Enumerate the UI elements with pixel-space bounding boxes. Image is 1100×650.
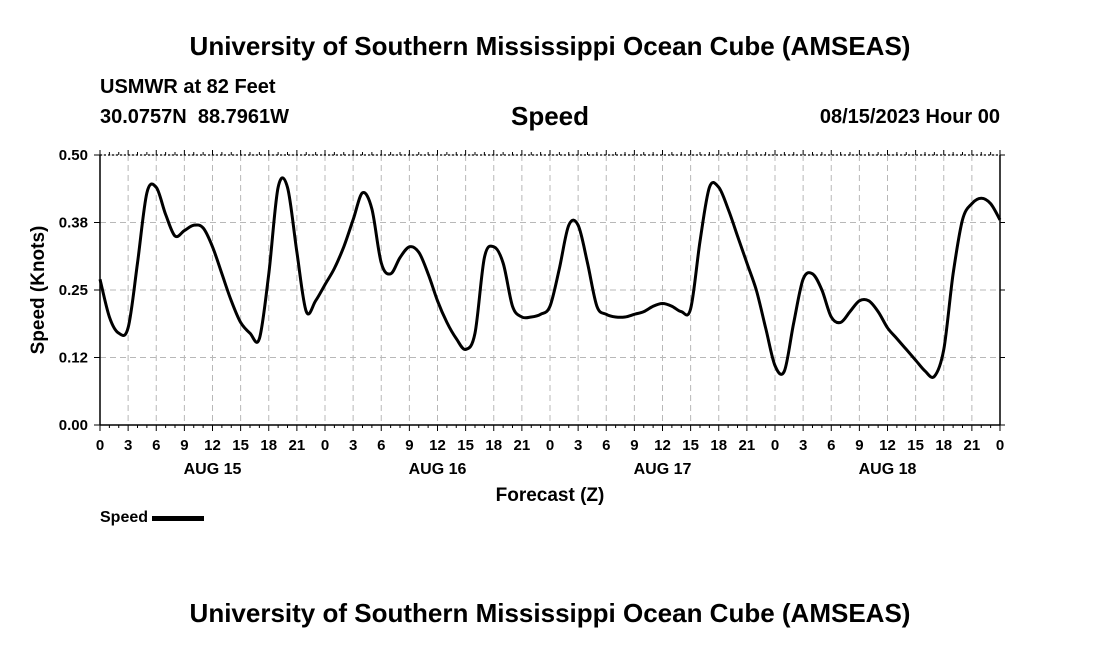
y-tick-label: 0.25 bbox=[59, 282, 88, 299]
x-tick-label: 0 bbox=[996, 437, 1004, 454]
x-tick-label: 9 bbox=[630, 437, 638, 454]
legend: Speed bbox=[100, 509, 205, 527]
x-tick-label: 12 bbox=[654, 437, 671, 454]
chart-title-bottom: University of Southern Mississippi Ocean… bbox=[189, 598, 911, 628]
y-tick-label: 0.50 bbox=[59, 147, 88, 164]
x-tick-label: 0 bbox=[321, 437, 329, 454]
variable-title: Speed bbox=[510, 101, 590, 131]
forecast-datetime: 08/15/2023 Hour 00 bbox=[819, 106, 1000, 128]
legend-line-swatch bbox=[152, 515, 205, 521]
x-tick-label: 18 bbox=[485, 437, 502, 454]
y-tick-label: 0.38 bbox=[59, 215, 88, 232]
x-tick-label: 21 bbox=[514, 437, 531, 454]
x-tick-label: 18 bbox=[260, 437, 277, 454]
x-tick-label: 6 bbox=[602, 437, 610, 454]
x-tick-label: 15 bbox=[907, 437, 924, 454]
x-tick-label: 9 bbox=[405, 437, 413, 454]
x-tick-label: 12 bbox=[429, 437, 446, 454]
chart-title-top: University of Southern Mississippi Ocean… bbox=[189, 31, 911, 61]
x-tick-label: 21 bbox=[739, 437, 756, 454]
x-tick-label: 15 bbox=[232, 437, 249, 454]
x-day-label: AUG 18 bbox=[859, 461, 917, 478]
x-axis-label: Forecast (Z) bbox=[496, 485, 605, 506]
series-line-speed bbox=[98, 176, 1002, 379]
x-day-label: AUG 17 bbox=[634, 461, 692, 478]
x-tick-label: 18 bbox=[935, 437, 952, 454]
x-tick-label: 3 bbox=[799, 437, 807, 454]
x-tick-label: 15 bbox=[682, 437, 699, 454]
x-tick-label: 0 bbox=[771, 437, 779, 454]
x-tick-label: 12 bbox=[879, 437, 896, 454]
x-tick-label: 6 bbox=[377, 437, 385, 454]
y-tick-label: 0.12 bbox=[59, 350, 88, 367]
legend-label: Speed bbox=[100, 509, 149, 526]
x-tick-label: 3 bbox=[574, 437, 582, 454]
x-tick-label: 21 bbox=[289, 437, 306, 454]
y-axis-label: Speed (Knots) bbox=[28, 226, 49, 355]
x-tick-label: 12 bbox=[204, 437, 221, 454]
x-tick-label: 6 bbox=[152, 437, 160, 454]
x-day-label: AUG 16 bbox=[409, 461, 467, 478]
x-day-label: AUG 15 bbox=[184, 461, 242, 478]
x-tick-label: 0 bbox=[96, 437, 104, 454]
x-tick-label: 9 bbox=[180, 437, 188, 454]
y-tick-label: 0.00 bbox=[59, 417, 88, 434]
x-tick-label: 18 bbox=[710, 437, 727, 454]
x-tick-label: 15 bbox=[457, 437, 474, 454]
x-tick-label: 9 bbox=[855, 437, 863, 454]
station-coordinates: 30.0757N 88.7961W bbox=[100, 106, 290, 128]
x-tick-label: 3 bbox=[349, 437, 357, 454]
x-tick-label: 0 bbox=[546, 437, 554, 454]
x-tick-label: 6 bbox=[827, 437, 835, 454]
x-tick-label: 21 bbox=[964, 437, 981, 454]
station-name: USMWR at 82 Feet bbox=[100, 76, 276, 98]
x-tick-label: 3 bbox=[124, 437, 132, 454]
